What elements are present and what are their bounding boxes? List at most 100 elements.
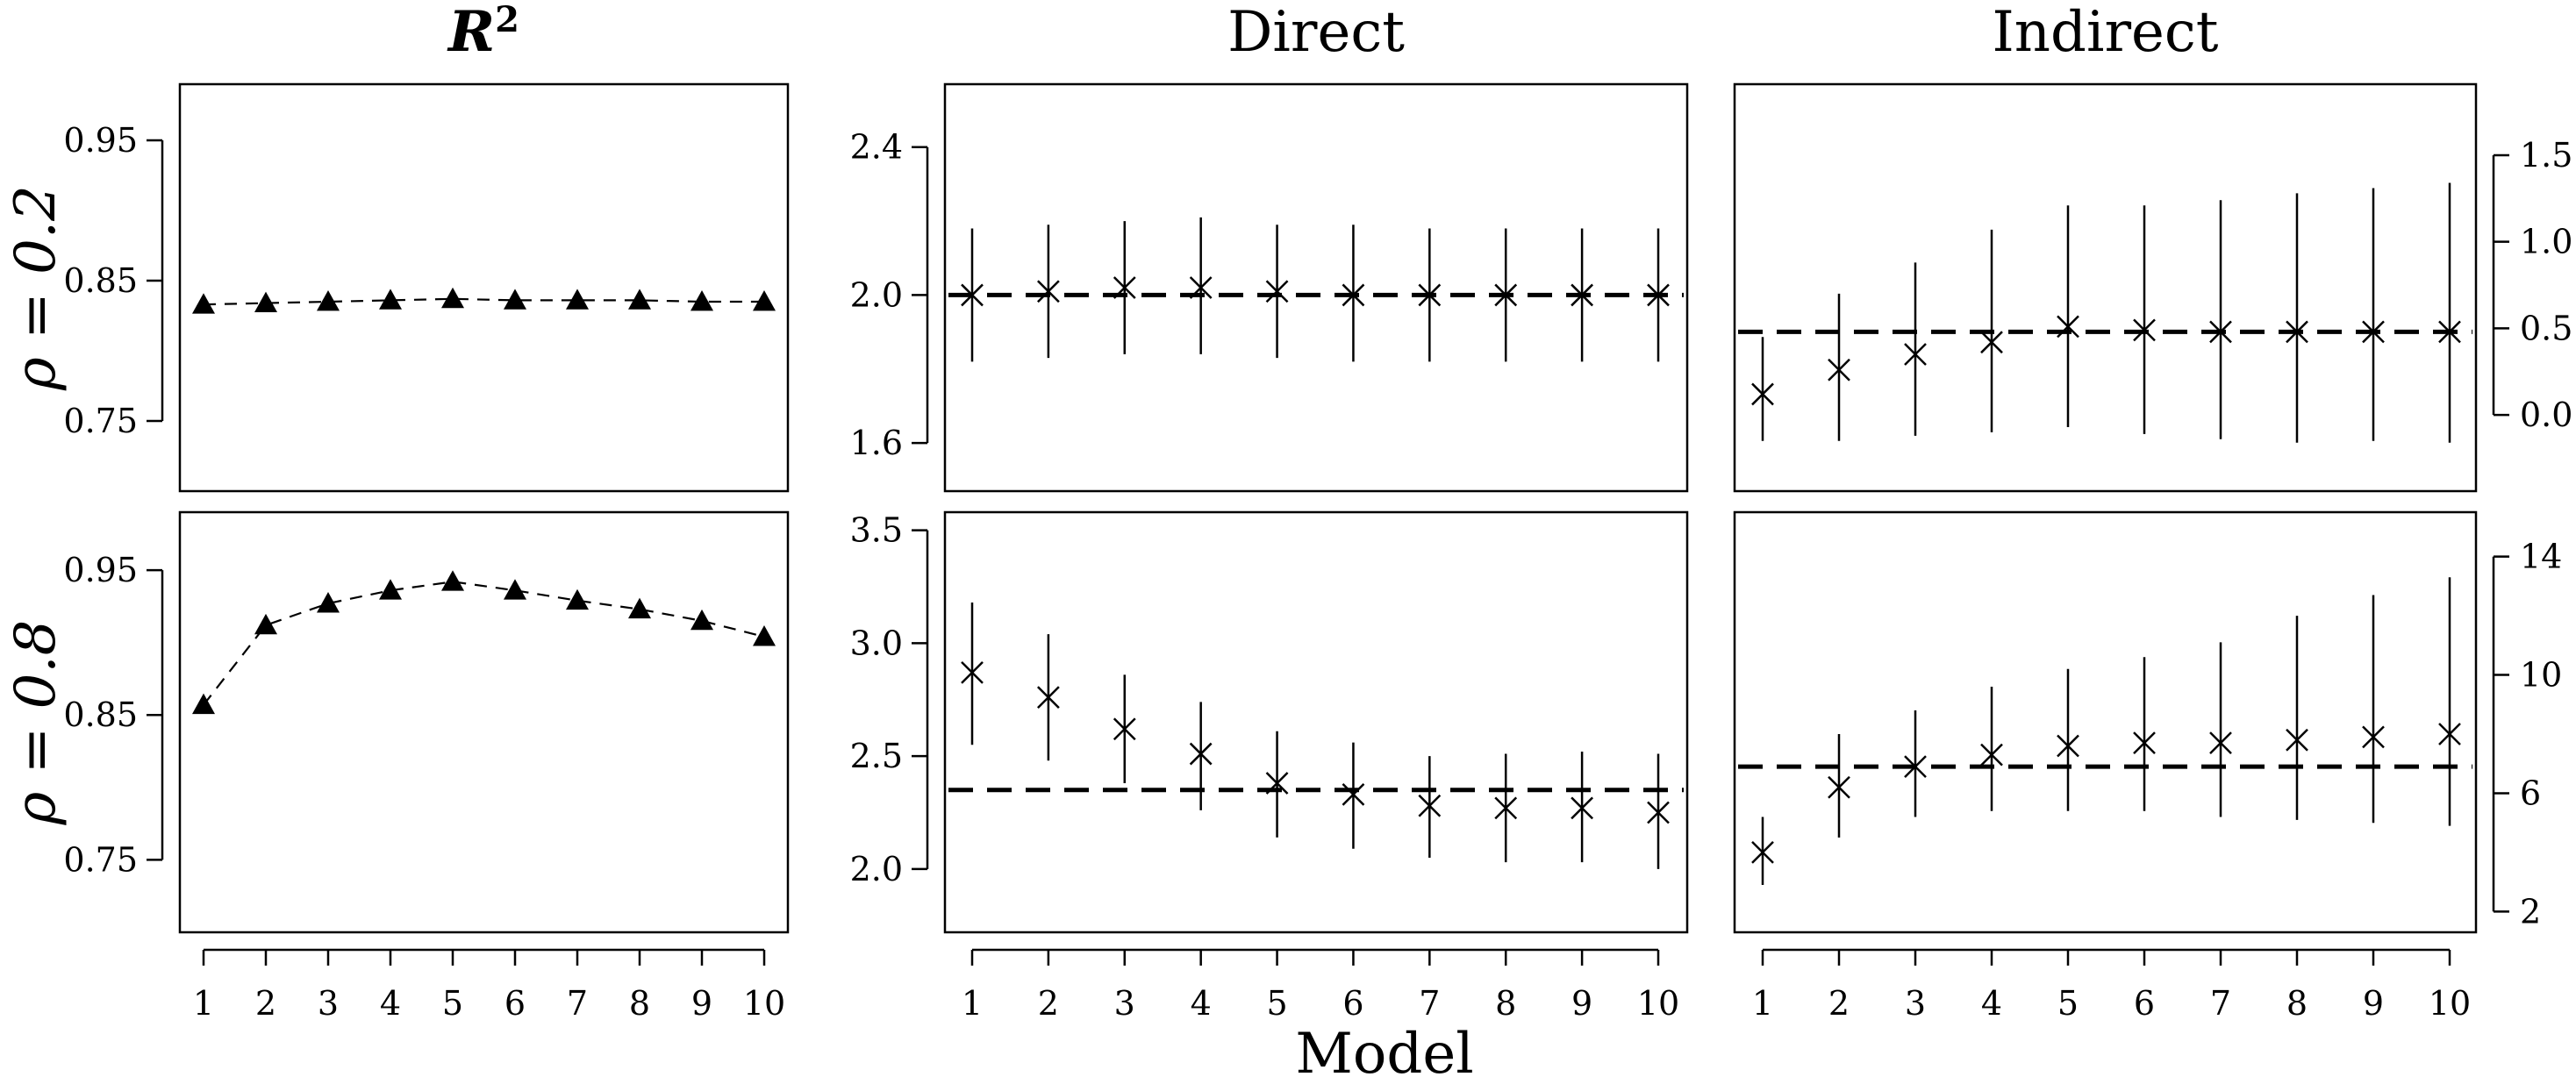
estimate-marker xyxy=(1751,382,1774,406)
r2-point-marker xyxy=(379,289,402,310)
estimate-marker xyxy=(1751,841,1774,864)
estimate-marker xyxy=(1494,283,1518,307)
x-tick-label: 3 xyxy=(1114,984,1135,1023)
y-tick-label: 1.5 xyxy=(2520,136,2572,175)
estimate-marker-stroke xyxy=(1751,841,1774,864)
estimate-marker xyxy=(2057,315,2079,339)
estimate-marker-stroke xyxy=(1904,755,1927,778)
estimate-marker xyxy=(1828,358,1850,382)
row-label-1: ρ = 0.8 xyxy=(4,620,68,826)
r2-point-marker xyxy=(317,592,340,613)
estimate-marker xyxy=(1647,801,1670,824)
panel-direct-rho08: 2.0 2.5 3.0 3.5 1 2 3 4 5 6 7 8 9 10 xyxy=(850,510,1689,1023)
column-title-2: Indirect xyxy=(1993,0,2219,65)
r2-point-marker xyxy=(192,293,215,314)
x-tick-label: 5 xyxy=(442,984,463,1023)
estimate-marker-stroke xyxy=(961,660,984,684)
estimate-marker xyxy=(1571,796,1593,820)
estimate-marker xyxy=(2209,320,2232,344)
estimate-marker xyxy=(2286,320,2308,344)
x-tick-label: 10 xyxy=(743,984,785,1023)
estimate-marker xyxy=(1113,717,1136,741)
panel-indirect-rho02: 0.0 0.5 1.0 1.5 xyxy=(1733,82,2572,493)
estimate-marker xyxy=(1828,775,1850,799)
x-tick-label: 2 xyxy=(255,984,276,1023)
estimate-marker-stroke xyxy=(2133,731,2156,754)
estimate-marker xyxy=(1113,276,1136,299)
estimate-marker-stroke xyxy=(1189,276,1213,299)
r2-point-marker xyxy=(317,290,340,311)
panel-direct-rho02: 1.6 2.0 2.4 xyxy=(850,82,1689,493)
x-tick-label: 1 xyxy=(1752,984,1773,1023)
x-tick-label: 9 xyxy=(691,984,712,1023)
r2-series-line xyxy=(203,297,764,306)
estimate-marker xyxy=(961,283,984,307)
panel-frame xyxy=(178,510,790,934)
y-tick-label: 2 xyxy=(2520,892,2541,931)
x-tick-label: 4 xyxy=(1981,984,2002,1023)
estimate-marker-stroke xyxy=(1113,717,1136,741)
panel-frame xyxy=(178,82,790,493)
estimate-marker xyxy=(1904,755,1927,778)
r2-point-marker xyxy=(504,289,526,310)
estimate-marker xyxy=(2362,320,2385,344)
estimate-marker xyxy=(1494,796,1518,820)
x-tick-label: 10 xyxy=(2429,984,2471,1023)
estimate-marker xyxy=(1037,280,1060,303)
estimate-marker xyxy=(1904,343,1927,366)
r2-point-marker xyxy=(254,613,277,635)
estimate-marker xyxy=(1265,772,1289,795)
y-tick-label: 6 xyxy=(2520,774,2541,812)
estimate-marker xyxy=(1647,283,1670,307)
estimate-marker-stroke xyxy=(2133,318,2156,342)
r2-point-marker xyxy=(504,579,526,600)
r2-point-marker xyxy=(441,570,464,591)
x-tick-label: 3 xyxy=(318,984,339,1023)
row-label-0: ρ = 0.2 xyxy=(4,185,68,391)
x-tick-label: 7 xyxy=(567,984,588,1023)
r2-point-marker xyxy=(753,290,776,311)
x-tick-label: 1 xyxy=(962,984,983,1023)
y-tick-label: 1.6 xyxy=(850,424,903,462)
x-tick-label: 4 xyxy=(380,984,401,1023)
estimate-marker xyxy=(2438,320,2461,344)
estimate-marker-stroke xyxy=(1265,280,1289,303)
x-tick-label: 8 xyxy=(1495,984,1516,1023)
estimate-marker-stroke xyxy=(1418,283,1442,307)
estimate-marker-stroke xyxy=(2057,315,2079,339)
estimate-marker-stroke xyxy=(961,283,984,307)
estimate-marker-stroke xyxy=(1037,686,1060,710)
estimate-marker-stroke xyxy=(1418,794,1442,817)
x-tick-label: 6 xyxy=(2134,984,2155,1023)
estimate-marker xyxy=(1265,280,1289,303)
estimate-marker-stroke xyxy=(2438,320,2461,344)
panel-frame xyxy=(943,82,1689,493)
panel-frame xyxy=(943,510,1689,934)
estimate-marker xyxy=(961,660,984,684)
estimate-marker xyxy=(2286,728,2308,752)
y-tick-label: 2.0 xyxy=(850,275,903,314)
y-tick-label: 14 xyxy=(2520,538,2562,576)
x-tick-label: 8 xyxy=(2286,984,2308,1023)
estimate-marker xyxy=(2057,734,2079,758)
y-tick-label: 3.5 xyxy=(850,511,903,550)
r2-point-marker xyxy=(192,693,215,715)
estimate-marker-stroke xyxy=(1037,280,1060,303)
estimate-marker-stroke xyxy=(1113,276,1136,299)
estimate-marker xyxy=(2133,318,2156,342)
estimate-marker xyxy=(1980,743,2003,767)
estimate-marker-stroke xyxy=(2057,734,2079,758)
y-tick-label: 0.85 xyxy=(63,261,138,300)
estimate-marker-stroke xyxy=(2209,320,2232,344)
estimate-marker xyxy=(1189,276,1213,299)
estimate-marker-stroke xyxy=(1828,358,1850,382)
estimate-marker xyxy=(1189,742,1213,766)
y-tick-label: 0.85 xyxy=(63,695,138,734)
estimate-marker-stroke xyxy=(1189,742,1213,766)
estimate-marker xyxy=(2209,731,2232,754)
estimate-marker xyxy=(1980,331,2003,354)
y-tick-label: 2.4 xyxy=(850,128,903,167)
r2-point-marker xyxy=(691,609,713,631)
x-tick-label: 9 xyxy=(2363,984,2384,1023)
